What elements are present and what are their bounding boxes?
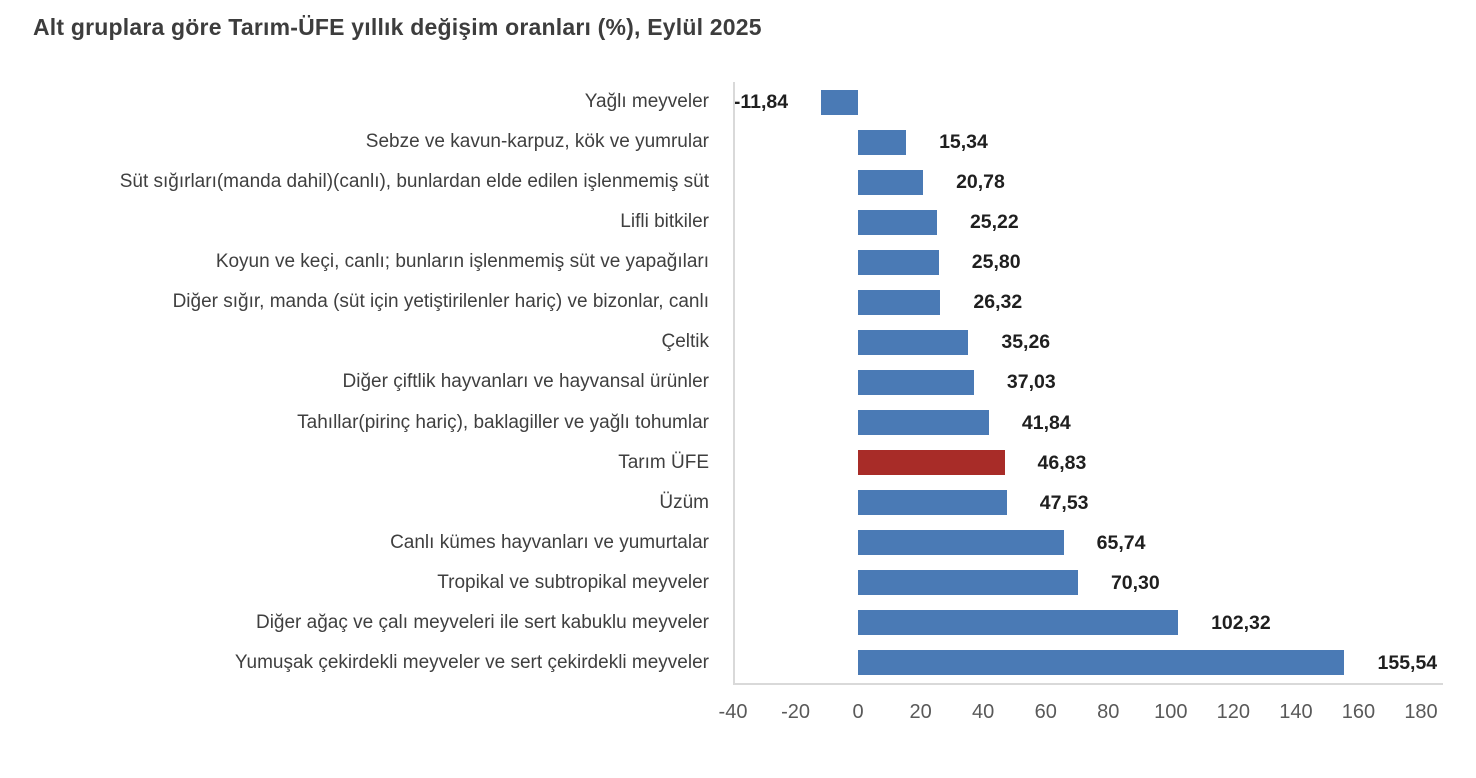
category-label: Lifli bitkiler bbox=[620, 211, 709, 233]
value-label: 41,84 bbox=[1021, 411, 1071, 434]
category-label: Diğer ağaç ve çalı meyveleri ile sert ka… bbox=[255, 611, 709, 633]
value-label: 26,32 bbox=[973, 291, 1023, 314]
category-label: Tarım ÜFE bbox=[618, 451, 709, 473]
value-label: -11,84 bbox=[733, 91, 789, 113]
chart-title: Alt gruplara göre Tarım-ÜFE yıllık değiş… bbox=[33, 14, 762, 40]
value-label: 155,54 bbox=[1377, 651, 1438, 674]
chart-row: Süt sığırları(manda dahil)(canlı), bunla… bbox=[0, 162, 1476, 202]
value-label: 25,22 bbox=[969, 211, 1019, 234]
category-label: Üzüm bbox=[659, 491, 709, 513]
bar[interactable] bbox=[858, 410, 989, 436]
bar[interactable] bbox=[858, 249, 939, 275]
x-axis-tick-label: -20 bbox=[781, 701, 810, 723]
value-label: 70,30 bbox=[1110, 571, 1160, 594]
x-axis-tick-label: 120 bbox=[1216, 701, 1251, 723]
y-axis-line bbox=[733, 82, 735, 683]
bar[interactable] bbox=[858, 570, 1078, 596]
chart-row: Üzüm 47,53 bbox=[0, 483, 1476, 523]
bar[interactable] bbox=[858, 329, 969, 355]
category-label: Diğer sığır, manda (süt için yetiştirile… bbox=[172, 291, 709, 313]
bar[interactable] bbox=[858, 650, 1345, 676]
category-label: Diğer çiftlik hayvanları ve hayvansal ür… bbox=[342, 371, 709, 393]
bar[interactable] bbox=[858, 209, 937, 235]
x-axis-tick-label: 80 bbox=[1097, 701, 1120, 723]
chart-row: Sebze ve kavun-karpuz, kök ve yumrular 15… bbox=[0, 122, 1476, 162]
x-axis-tick-label: 40 bbox=[972, 701, 995, 723]
value-label: 25,80 bbox=[971, 251, 1021, 274]
chart-row: Yumuşak çekirdekli meyveler ve sert çeki… bbox=[0, 643, 1476, 683]
chart-row: Diğer sığır, manda (süt için yetiştirile… bbox=[0, 282, 1476, 322]
x-axis-tick-label: 160 bbox=[1341, 701, 1376, 723]
chart-row: Diğer çiftlik hayvanları ve hayvansal ür… bbox=[0, 362, 1476, 402]
bar[interactable] bbox=[858, 369, 974, 395]
x-axis-tick-label: 0 bbox=[852, 701, 864, 723]
bar[interactable] bbox=[821, 89, 859, 115]
category-label: Yumuşak çekirdekli meyveler ve sert çeki… bbox=[234, 651, 709, 673]
x-axis-tick-label: -40 bbox=[718, 701, 748, 723]
chart-row: Canlı kümes hayvanları ve yumurtalar 65,7… bbox=[0, 523, 1476, 563]
value-label: 47,53 bbox=[1039, 491, 1089, 514]
bar[interactable] bbox=[858, 289, 941, 315]
x-axis-tick-label: 140 bbox=[1279, 701, 1313, 723]
chart-row: Tropikal ve subtropikal meyveler 70,30 bbox=[0, 563, 1476, 603]
chart-row: Koyun ve keçi, canlı; bunların işlenmemi… bbox=[0, 242, 1476, 282]
category-label: Süt sığırları(manda dahil)(canlı), bunla… bbox=[119, 171, 709, 193]
category-label: Yağlı meyveler bbox=[584, 91, 709, 113]
bar[interactable] bbox=[858, 610, 1179, 636]
bar-highlight-tarim-ufe[interactable] bbox=[858, 450, 1005, 476]
bar[interactable] bbox=[858, 490, 1007, 516]
x-axis-tick-label: 60 bbox=[1034, 701, 1057, 723]
value-label: 46,83 bbox=[1037, 451, 1087, 474]
value-label: 102,32 bbox=[1211, 611, 1271, 634]
chart-row: Çeltik 35,26 bbox=[0, 322, 1476, 362]
x-axis-tick-label: 20 bbox=[909, 701, 932, 723]
category-label: Çeltik bbox=[661, 331, 709, 353]
value-label: 20,78 bbox=[956, 171, 1005, 194]
chart-row: Diğer ağaç ve çalı meyveleri ile sert ka… bbox=[0, 603, 1476, 643]
x-axis-tick-label: 100 bbox=[1154, 701, 1188, 723]
chart-row: Tahıllar(pirinç hariç), baklagiller ve y… bbox=[0, 403, 1476, 443]
value-label: 37,03 bbox=[1006, 371, 1056, 394]
bar[interactable] bbox=[858, 129, 907, 155]
value-label: 15,34 bbox=[939, 131, 988, 154]
x-axis-line bbox=[733, 683, 1443, 685]
chart-row: Lifli bitkiler 25,22 bbox=[0, 202, 1476, 242]
category-label: Tropikal ve subtropikal meyveler bbox=[437, 571, 709, 593]
chart-row: Yağlı meyveler -11,84 bbox=[0, 82, 1476, 122]
bar[interactable] bbox=[858, 169, 924, 195]
category-label: Canlı kümes hayvanları ve yumurtalar bbox=[390, 531, 709, 553]
category-label: Sebze ve kavun-karpuz, kök ve yumrular bbox=[365, 131, 709, 153]
value-label: 65,74 bbox=[1096, 531, 1146, 554]
category-label: Koyun ve keçi, canlı; bunların işlenmemi… bbox=[215, 251, 709, 273]
category-label: Tahıllar(pirinç hariç), baklagiller ve y… bbox=[297, 411, 709, 433]
x-axis-tick-label: 180 bbox=[1404, 701, 1438, 723]
chart-row: Tarım ÜFE 46,83 bbox=[0, 443, 1476, 483]
value-label: 35,26 bbox=[1001, 331, 1051, 354]
bar[interactable] bbox=[858, 530, 1064, 556]
